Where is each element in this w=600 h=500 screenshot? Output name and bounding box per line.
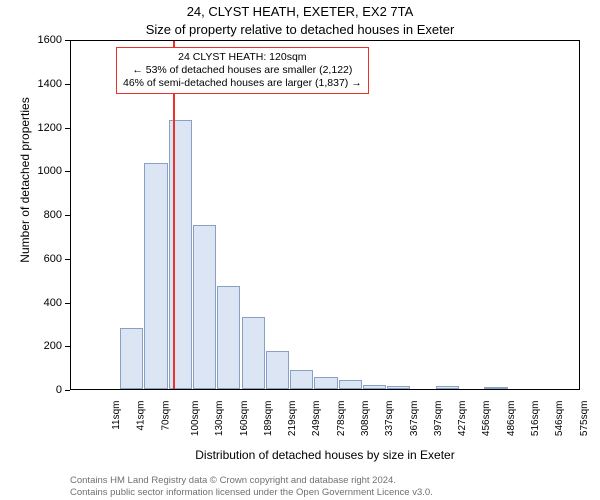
footnote-line-2: Contains public sector information licen… bbox=[70, 487, 580, 498]
histogram-bar bbox=[144, 163, 167, 389]
histogram-bar bbox=[387, 386, 410, 389]
title-line-2: Size of property relative to detached ho… bbox=[0, 22, 600, 37]
y-tick-label: 400 bbox=[16, 297, 62, 309]
y-tick-label: 200 bbox=[16, 340, 62, 352]
y-tick-mark bbox=[65, 84, 70, 85]
y-tick-label: 600 bbox=[16, 253, 62, 265]
marker-callout-line: 46% of semi-detached houses are larger (… bbox=[123, 77, 362, 90]
x-tick-label: 486sqm bbox=[506, 401, 517, 437]
chart-plot-area: 24 CLYST HEATH: 120sqm← 53% of detached … bbox=[70, 40, 580, 390]
x-tick-label: 367sqm bbox=[409, 401, 420, 437]
x-tick-label: 516sqm bbox=[530, 401, 541, 437]
footnote: Contains HM Land Registry data © Crown c… bbox=[70, 475, 580, 498]
y-tick-mark bbox=[65, 259, 70, 260]
y-tick-mark bbox=[65, 303, 70, 304]
y-tick-labels: 02004006008001000120014001600 bbox=[0, 40, 66, 390]
x-tick-label: 249sqm bbox=[312, 401, 323, 437]
x-tick-label: 546sqm bbox=[554, 401, 565, 437]
x-tick-label: 189sqm bbox=[263, 401, 274, 437]
histogram-bar bbox=[266, 351, 289, 389]
x-tick-label: 41sqm bbox=[136, 401, 147, 431]
y-tick-label: 1200 bbox=[16, 122, 62, 134]
x-tick-label: 11sqm bbox=[111, 401, 122, 430]
histogram-bar bbox=[436, 386, 459, 389]
histogram-bar bbox=[242, 317, 265, 389]
x-tick-label: 219sqm bbox=[287, 401, 298, 437]
y-tick-mark bbox=[65, 346, 70, 347]
x-tick-label: 397sqm bbox=[433, 401, 444, 437]
x-tick-label: 160sqm bbox=[239, 401, 250, 437]
x-axis-label: Distribution of detached houses by size … bbox=[70, 448, 580, 462]
y-tick-mark bbox=[65, 215, 70, 216]
x-tick-labels: 11sqm 41sqm 70sqm 100sqm 130sqm 160sqm 189sqm 2… bbox=[70, 393, 580, 448]
y-tick-label: 800 bbox=[16, 209, 62, 221]
marker-callout: 24 CLYST HEATH: 120sqm← 53% of detached … bbox=[116, 47, 369, 94]
y-tick-label: 1000 bbox=[16, 165, 62, 177]
marker-callout-line: ← 53% of detached houses are smaller (2,… bbox=[123, 64, 362, 77]
histogram-bar bbox=[120, 328, 143, 389]
histogram-bar bbox=[484, 387, 507, 389]
x-tick-label: 427sqm bbox=[457, 401, 468, 437]
x-tick-label: 278sqm bbox=[336, 401, 347, 437]
y-tick-mark bbox=[65, 171, 70, 172]
y-tick-mark bbox=[65, 390, 70, 391]
title-line-1: 24, CLYST HEATH, EXETER, EX2 7TA bbox=[0, 4, 600, 19]
y-tick-mark bbox=[65, 128, 70, 129]
histogram-bar bbox=[314, 377, 337, 389]
footnote-line-1: Contains HM Land Registry data © Crown c… bbox=[70, 475, 580, 486]
page-root: 24, CLYST HEATH, EXETER, EX2 7TA Size of… bbox=[0, 0, 600, 500]
x-tick-label: 337sqm bbox=[384, 401, 395, 437]
marker-callout-line: 24 CLYST HEATH: 120sqm bbox=[123, 51, 362, 64]
histogram-bar bbox=[290, 370, 313, 389]
y-tick-label: 1600 bbox=[16, 34, 62, 46]
x-tick-label: 130sqm bbox=[214, 401, 225, 437]
x-tick-label: 70sqm bbox=[160, 401, 171, 431]
histogram-bar bbox=[193, 225, 216, 389]
y-tick-mark bbox=[65, 40, 70, 41]
y-tick-label: 1400 bbox=[16, 78, 62, 90]
x-tick-label: 456sqm bbox=[482, 401, 493, 437]
x-tick-label: 575sqm bbox=[579, 401, 590, 437]
histogram-bar bbox=[339, 380, 362, 389]
x-tick-label: 308sqm bbox=[360, 401, 371, 437]
histogram-bar bbox=[217, 286, 240, 389]
y-tick-label: 0 bbox=[16, 384, 62, 396]
x-tick-label: 100sqm bbox=[190, 401, 201, 437]
histogram-bar bbox=[363, 385, 386, 389]
